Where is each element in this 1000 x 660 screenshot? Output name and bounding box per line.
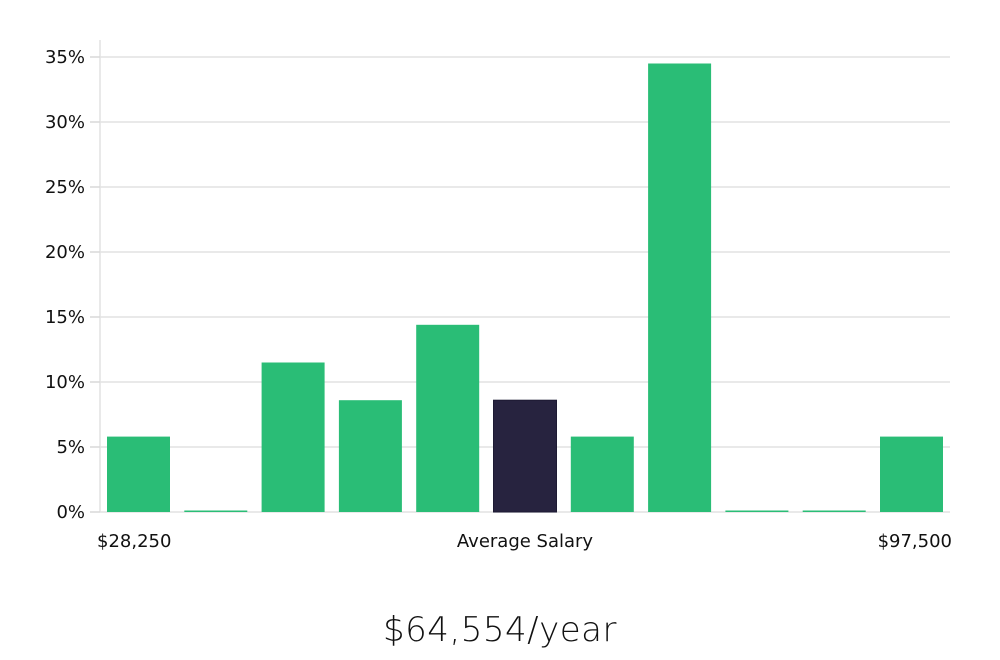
- bar: [570, 436, 634, 512]
- bar: [107, 436, 170, 512]
- x-label-min: $28,250: [97, 531, 171, 552]
- bar: [184, 510, 248, 512]
- y-tick-label: 5%: [56, 437, 85, 458]
- y-tick-label: 15%: [45, 307, 85, 328]
- x-label-center: Average Salary: [457, 531, 594, 552]
- bar: [416, 324, 480, 512]
- y-tick-label: 25%: [45, 177, 85, 198]
- average-salary-value: $64,554/year: [383, 610, 617, 650]
- bar: [338, 400, 402, 512]
- bar: [880, 436, 943, 512]
- x-label-max: $97,500: [878, 531, 952, 552]
- bar-highlighted-average: [493, 399, 557, 513]
- y-axis-ticks: 0% 5% 10% 15% 20% 25% 30% 35%: [45, 47, 100, 523]
- y-tick-label: 35%: [45, 47, 85, 68]
- y-tick-label: 0%: [56, 502, 85, 523]
- bar: [725, 510, 789, 512]
- bar: [648, 63, 712, 512]
- salary-distribution-chart: 0% 5% 10% 15% 20% 25% 30% 35% $28,250 Average S…: [45, 40, 952, 552]
- bars: [107, 63, 943, 513]
- y-tick-label: 20%: [45, 242, 85, 263]
- y-tick-label: 10%: [45, 372, 85, 393]
- y-tick-label: 30%: [45, 112, 85, 133]
- x-axis-labels: $28,250 Average Salary $97,500: [97, 531, 952, 552]
- bar: [802, 510, 866, 512]
- bar: [261, 362, 325, 512]
